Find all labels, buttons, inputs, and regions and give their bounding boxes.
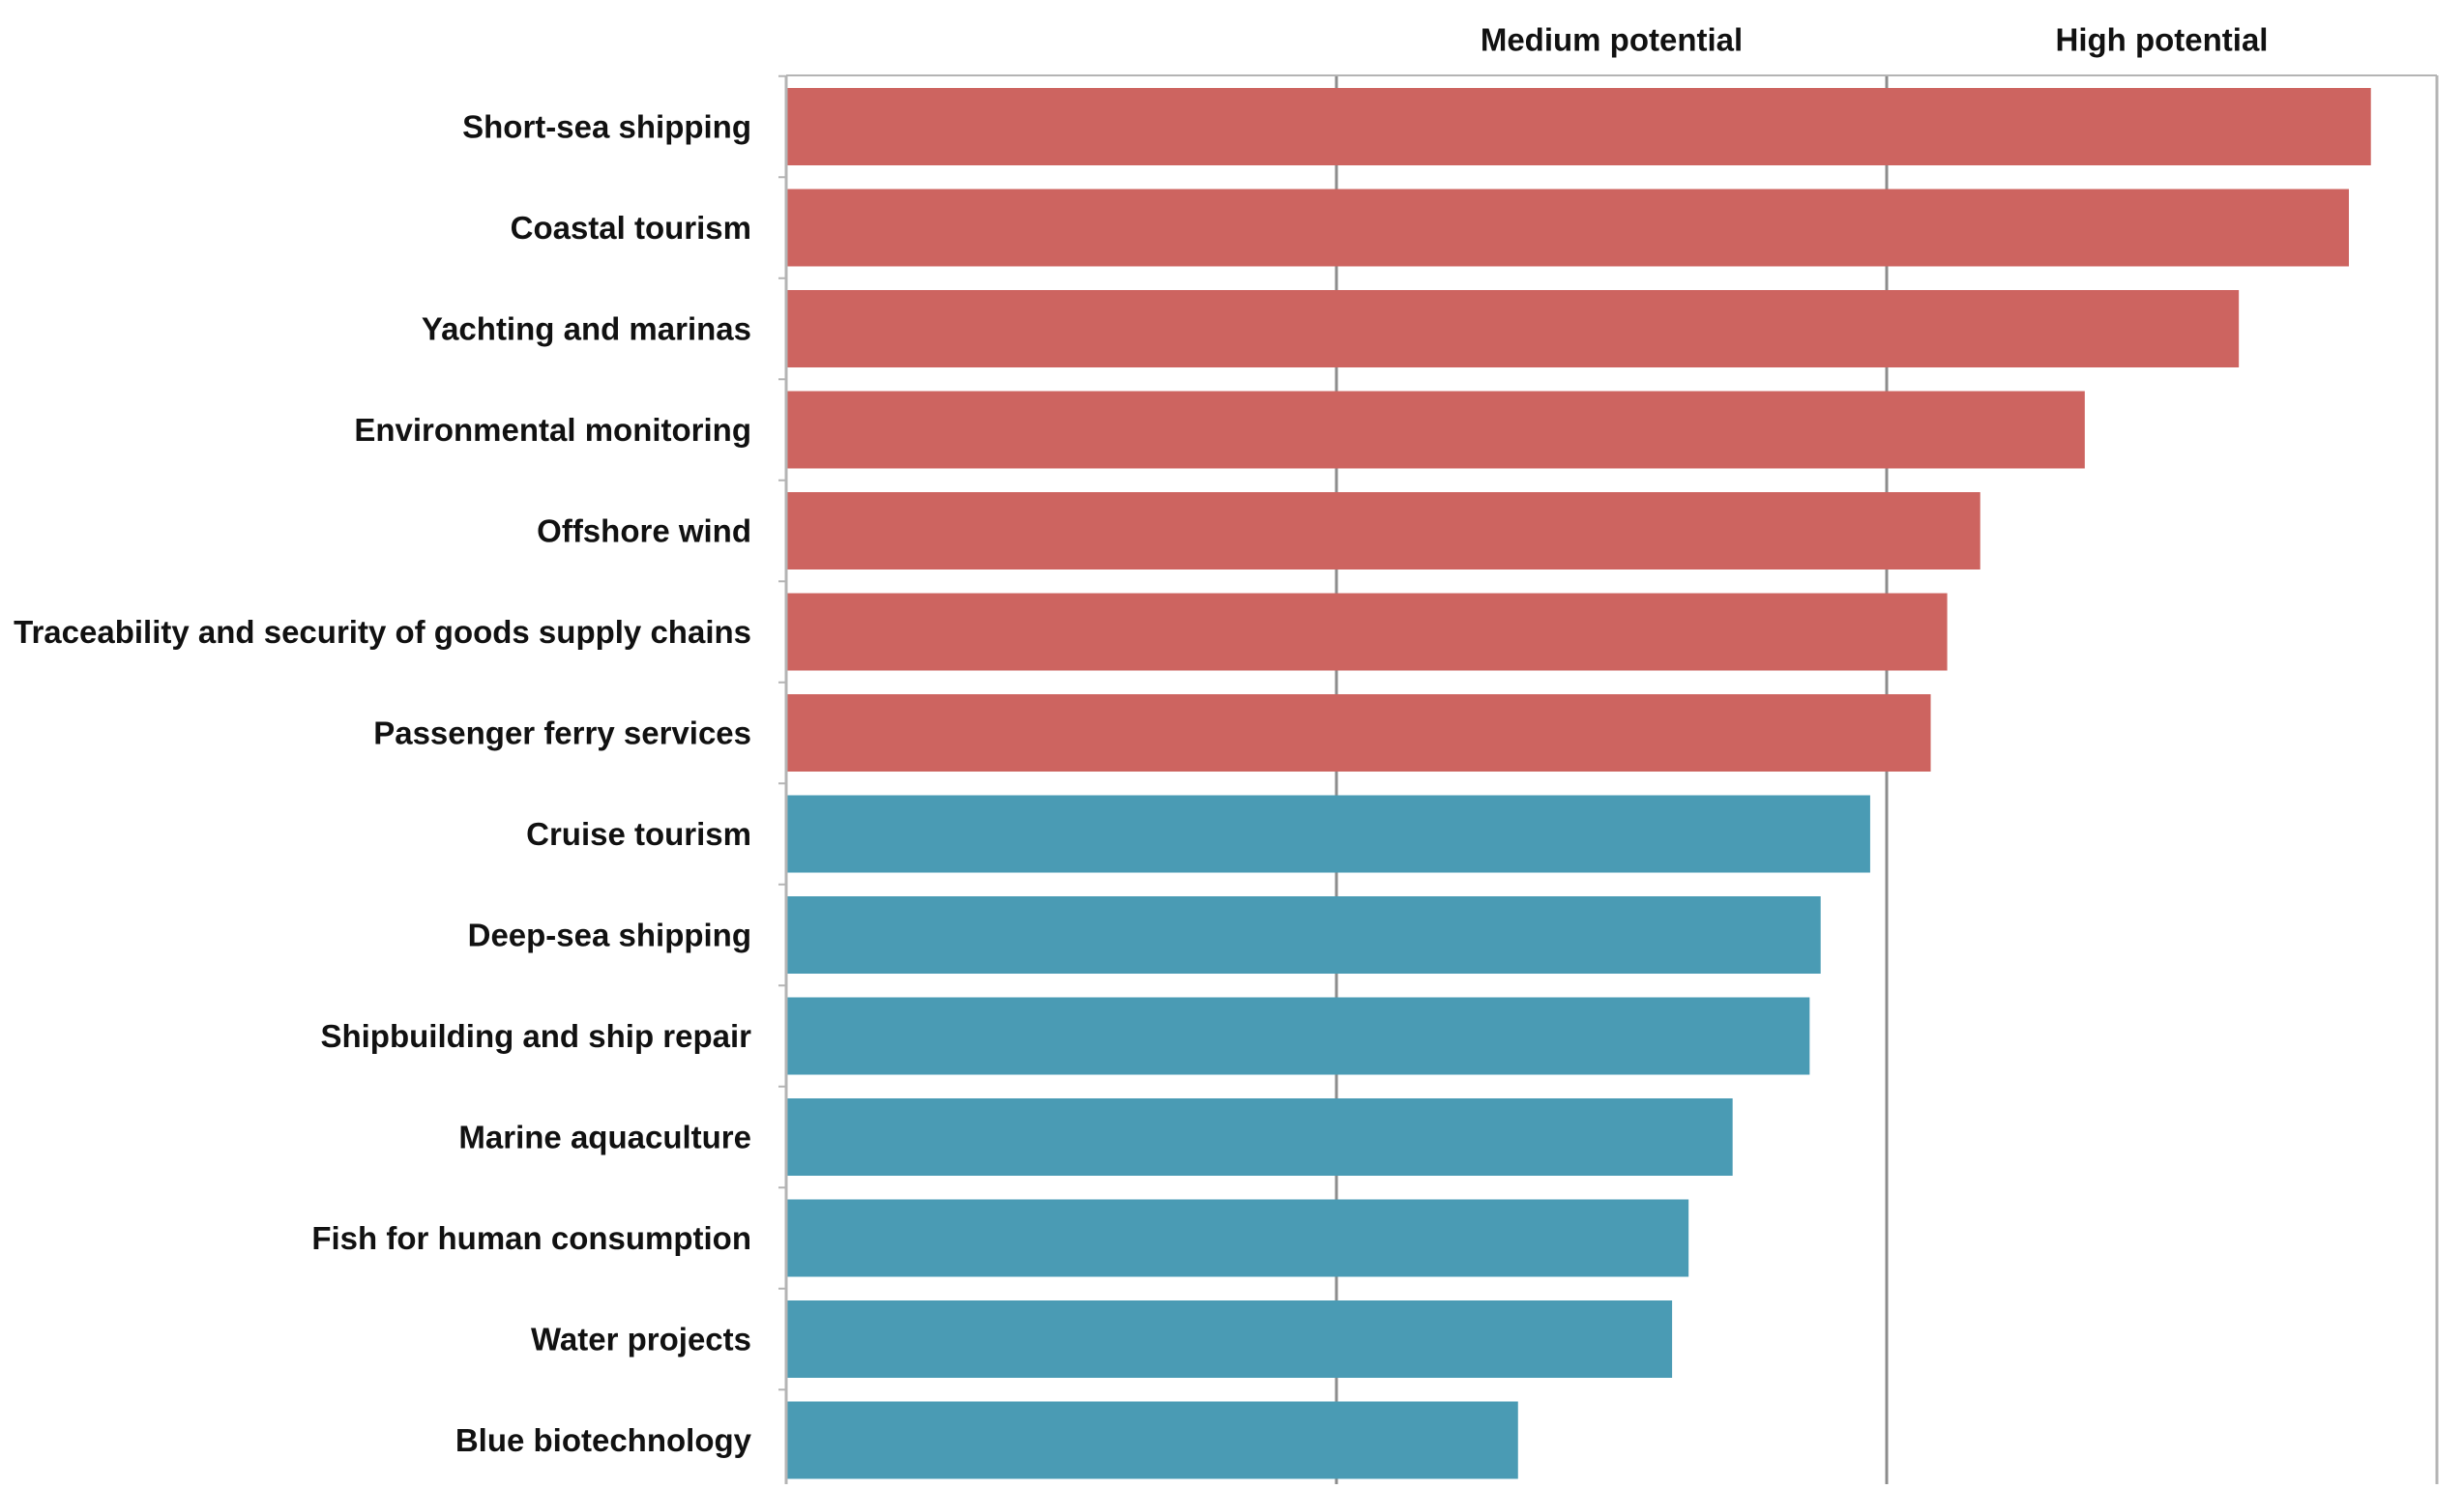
category-label: Traceability and security of goods suppl…: [14, 614, 751, 650]
bar-7: [786, 694, 1931, 772]
category-label: Short-sea shipping: [462, 109, 751, 145]
bar-11: [786, 1098, 1733, 1176]
bar-1: [786, 88, 2371, 165]
bar-2: [786, 189, 2349, 267]
bars: [786, 88, 2371, 1479]
bar-12: [786, 1199, 1689, 1277]
bar-14: [786, 1401, 1518, 1479]
zone-label-medium: Medium potential: [1481, 22, 1743, 58]
category-label: Cruise tourism: [526, 816, 751, 852]
category-label: Water projects: [531, 1322, 751, 1358]
category-labels: Short-sea shipping Coastal tourism Yachtin…: [14, 109, 752, 1459]
bar-3: [786, 290, 2240, 367]
category-label: Environmental monitoring: [354, 412, 751, 448]
category-label: Coastal tourism: [511, 210, 751, 246]
bar-4: [786, 391, 2085, 469]
category-label: Yachting and marinas: [422, 311, 751, 347]
zone-labels: Medium potential High potential: [1481, 22, 2269, 58]
category-label: Marine aquaculture: [458, 1120, 751, 1155]
axes: [778, 74, 2439, 1484]
category-label: Blue biotechnology: [455, 1422, 752, 1458]
bar-8: [786, 795, 1870, 873]
zone-label-high: High potential: [2056, 22, 2269, 58]
category-label: Deep-sea shipping: [468, 918, 751, 953]
category-label: Passenger ferry services: [373, 715, 751, 751]
bar-9: [786, 896, 1821, 974]
category-label: Offshore wind: [537, 513, 751, 549]
category-label: Shipbuilding and ship repair: [320, 1018, 751, 1054]
bar-13: [786, 1300, 1673, 1378]
bar-6: [786, 593, 1948, 671]
category-label: Fish for human consumption: [311, 1220, 751, 1256]
bar-10: [786, 997, 1810, 1075]
bar-5: [786, 492, 1980, 569]
